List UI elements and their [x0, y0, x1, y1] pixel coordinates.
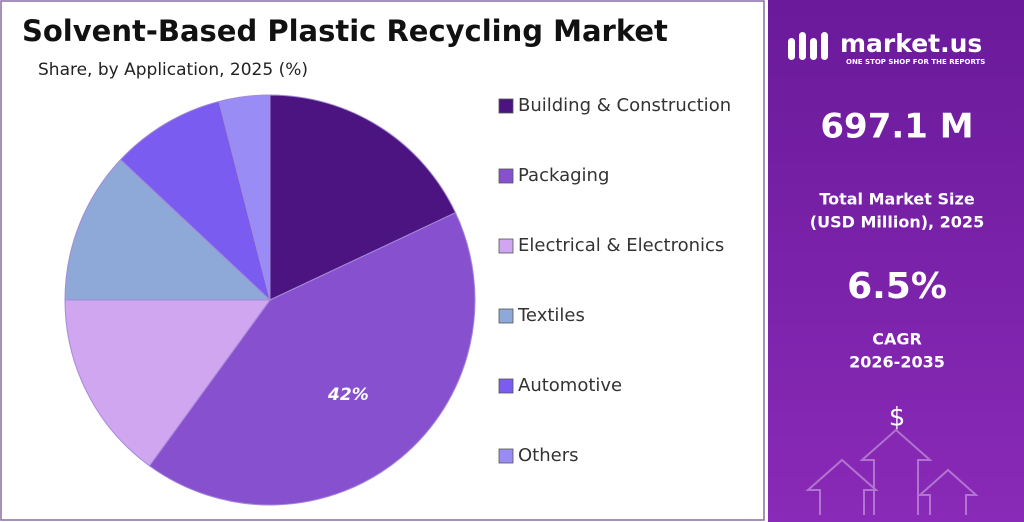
market-size-label: (USD Million), 2025: [810, 213, 984, 232]
side-panel: [768, 0, 1024, 522]
chart-frame: [0, 0, 765, 521]
chart-subtitle: Share, by Application, 2025 (%): [38, 60, 308, 80]
dollar-icon: $: [889, 403, 906, 433]
pie-slice: [148, 212, 476, 506]
pie-slice: [119, 100, 271, 302]
legend-swatch: [498, 448, 514, 464]
data-label: 42%: [327, 385, 369, 405]
tagline: ONE STOP SHOP FOR THE REPORTS: [846, 58, 985, 66]
legend-swatch: [498, 238, 514, 254]
market-size-label: Total Market Size: [819, 190, 974, 209]
market-size: 697.1 M: [820, 107, 973, 147]
pie-slice: [64, 299, 271, 467]
cagr-label: CAGR: [872, 330, 922, 349]
pie-slice: [218, 94, 271, 301]
legend-label: Others: [518, 445, 579, 466]
brand: market.us: [840, 29, 982, 58]
pie-slice: [64, 158, 272, 301]
cagr-label: 2026-2035: [849, 353, 945, 372]
legend-label: Textiles: [517, 305, 585, 326]
logo-icon: [788, 32, 828, 60]
legend-label: Electrical & Electronics: [518, 235, 724, 256]
legend-swatch: [498, 308, 514, 324]
legend-label: Automotive: [518, 375, 622, 396]
cagr: 6.5%: [847, 266, 947, 307]
legend-label: Building & Construction: [518, 95, 731, 116]
pie-slice: [269, 94, 457, 301]
panel-decoration: [805, 428, 979, 515]
chart-title: Solvent-Based Plastic Recycling Market: [22, 14, 668, 48]
legend-swatch: [498, 98, 514, 114]
legend-label: Packaging: [518, 165, 609, 186]
legend-swatch: [498, 168, 514, 184]
legend-swatch: [498, 378, 514, 394]
